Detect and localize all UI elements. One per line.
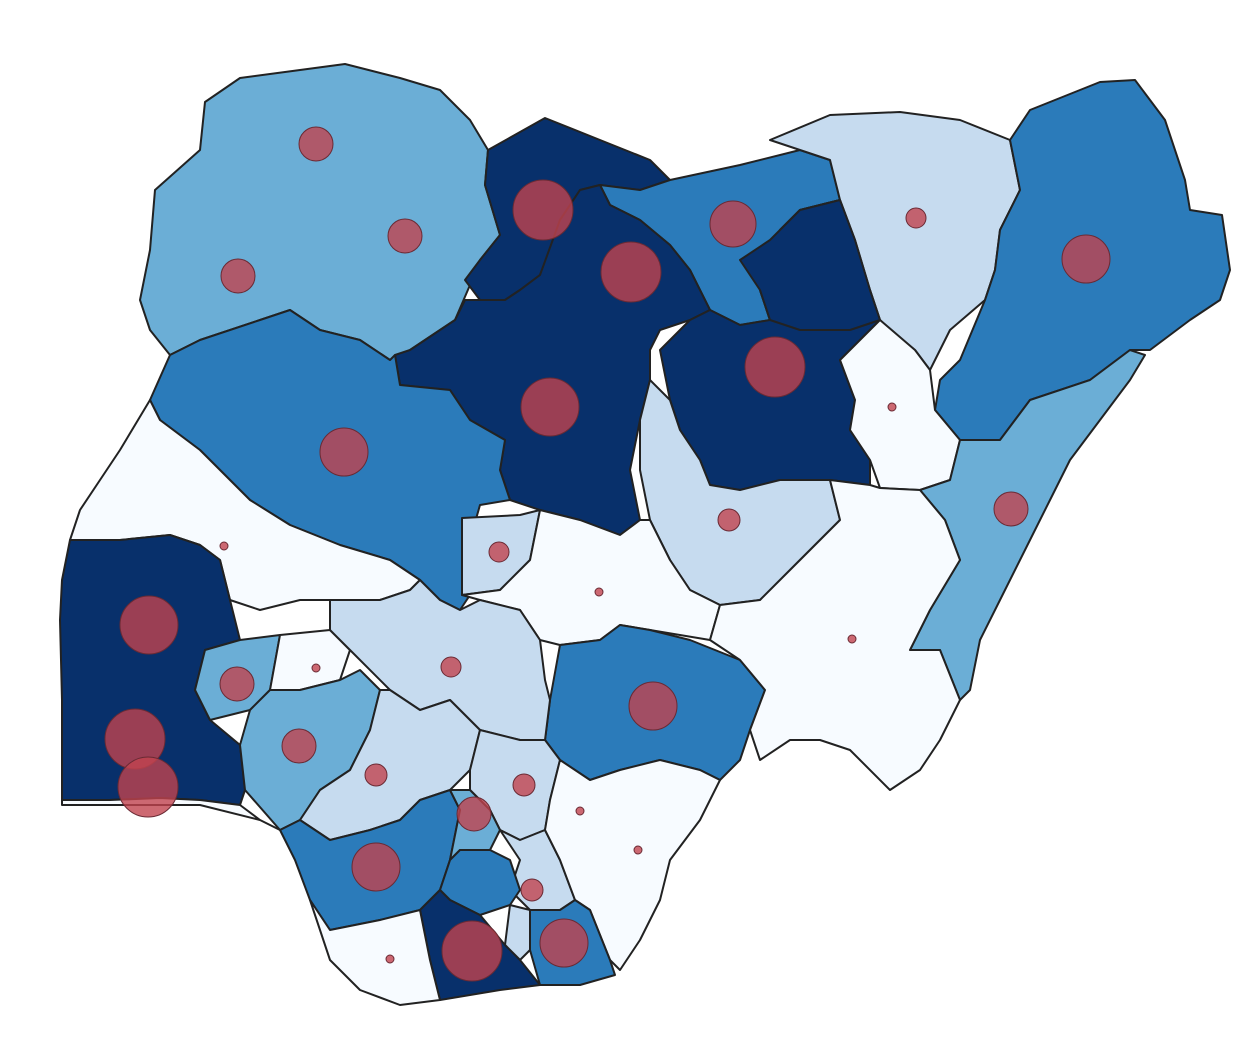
proportional-bubble-b03 [220,258,256,294]
proportional-bubble-b25 [628,681,678,731]
proportional-bubble-b05 [600,241,662,303]
proportional-bubble-b35 [539,918,589,968]
proportional-bubble-b24 [440,656,462,678]
proportional-bubble-b22 [219,666,255,702]
proportional-bubble-b01 [298,126,334,162]
proportional-bubble-b10 [744,336,806,398]
proportional-bubble-b11 [319,427,369,477]
proportional-bubble-b21 [117,756,179,818]
proportional-bubble-b04 [512,179,574,241]
proportional-bubble-b23 [281,728,317,764]
proportional-bubble-b32 [575,806,585,816]
proportional-bubble-b12 [887,402,897,412]
proportional-bubble-b15 [488,541,510,563]
state-east-central [709,479,961,791]
proportional-bubble-b36 [385,954,395,964]
proportional-bubble-b27 [311,663,321,673]
proportional-bubble-b18 [847,634,857,644]
proportional-bubble-b09 [520,377,580,437]
proportional-bubble-b26 [364,763,388,787]
proportional-bubble-b02 [387,218,423,254]
proportional-bubble-b07 [905,207,927,229]
proportional-bubble-b06 [709,200,757,248]
state-northwest-big [139,63,501,361]
proportional-bubble-b16 [219,541,229,551]
proportional-bubble-b33 [633,845,643,855]
state-south-central [309,899,441,1006]
proportional-bubble-b30 [351,842,401,892]
state-akwa-ibom-north [504,904,531,961]
state-kano-east [739,199,881,331]
proportional-bubble-b28 [512,773,536,797]
proportional-symbols [104,126,1111,982]
proportional-bubble-b29 [456,796,492,832]
proportional-bubble-b08 [1061,234,1111,284]
proportional-bubble-b14 [717,508,741,532]
state-ogun-west [69,399,421,611]
proportional-bubble-b17 [594,587,604,597]
proportional-bubble-b19 [119,595,179,655]
state-polygons [59,63,1231,1006]
proportional-bubble-b34 [441,920,503,982]
proportional-bubble-b31 [520,878,544,902]
proportional-bubble-b13 [993,491,1029,527]
